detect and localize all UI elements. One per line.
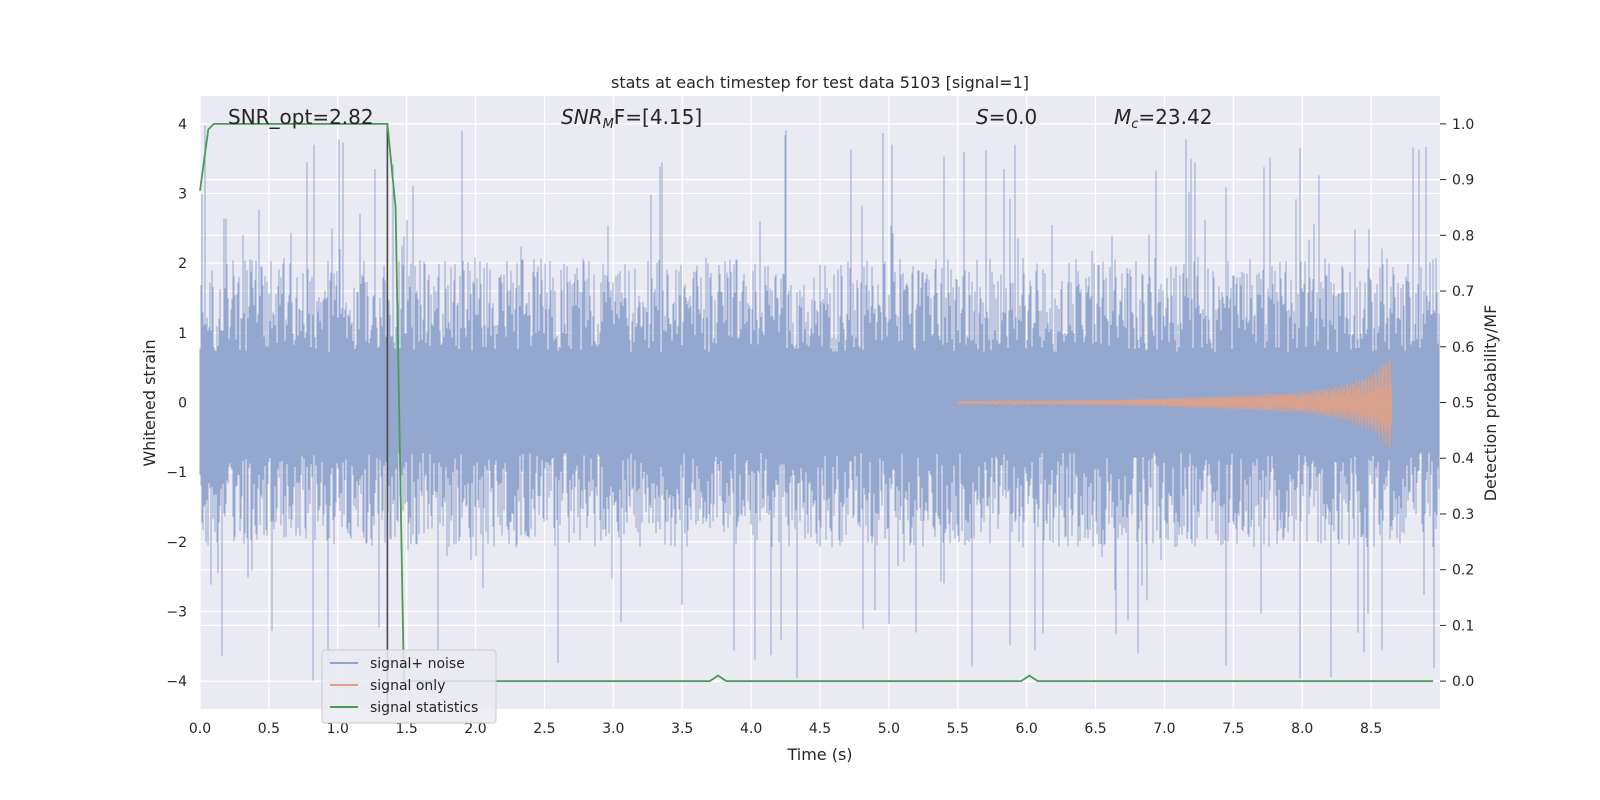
annotation-snr-opt: SNR_opt=2.82 [228,105,374,129]
y-tick-label: 3 [178,187,187,203]
annotation-mc-var: M [1114,105,1131,129]
annotation-snr-mf-value: F=[4.15] [614,105,702,129]
x-tick-label: 8.5 [1360,721,1382,737]
annotation-s-stat: S=0.0 [976,105,1037,129]
x-tick-label: 1.0 [327,721,349,737]
y-tick-label: 2 [178,256,187,272]
x-tick-label: 8.0 [1291,721,1313,737]
y-tick-label: 1 [178,326,187,342]
y2-tick-label: 0.7 [1452,284,1474,300]
annotation-snr-mf-var: SNR [561,105,603,129]
y-tick-label: −1 [166,465,187,481]
y-tick-label: 0 [178,396,187,412]
y2-tick-label: 0.6 [1452,340,1474,356]
legend-entry-signal: signal only [370,678,445,694]
x-tick-label: 4.0 [740,721,762,737]
y-tick-label: −4 [166,674,187,690]
x-tick-label: 7.5 [1222,721,1244,737]
statistics-series-line [199,123,1434,682]
legend: signal+ noise signal only signal statist… [321,649,497,724]
y2-tick-label: 0.1 [1452,618,1474,634]
y-axis-label: Whitened strain [140,339,159,466]
x-tick-label: 5.5 [947,721,969,737]
y-tick-labels: −4 −3 −2 −1 0 1 2 3 4 [166,117,187,690]
x-tick-label: 3.0 [602,721,624,737]
y2-tick-label: 0.2 [1452,563,1474,579]
y2-tick-label: 0.5 [1452,396,1474,412]
y2-tick-label: 0.3 [1452,507,1474,523]
y2-axis-label: Detection probability/MF [1481,305,1500,502]
y-tick-label: 4 [178,117,187,133]
x-tick-label: 6.0 [1016,721,1038,737]
y-tick-label: −3 [166,604,187,620]
chart-title: stats at each timestep for test data 510… [611,73,1029,92]
x-tick-label: 0.0 [189,721,211,737]
x-tick-label: 3.5 [671,721,693,737]
x-tick-label: 2.0 [464,721,486,737]
y2-tick-label: 1.0 [1452,117,1474,133]
x-tick-labels: 0.0 0.5 1.0 1.5 2.0 2.5 3.0 3.5 4.0 4.5 5.0 5.5 6.0 6… [189,721,1382,737]
x-tick-label: 1.5 [396,721,418,737]
annotation-mc: Mc=23.42 [1114,105,1212,132]
y2-tick-labels: 0.0 0.1 0.2 0.3 0.4 0.5 0.6 0.7 0.8 0.9 1.0 [1440,117,1474,690]
annotation-snr-mf: SNRMF=[4.15] [561,105,702,132]
y-tick-label: −2 [166,535,187,551]
x-tick-label: 5.0 [878,721,900,737]
noise-series [199,125,1440,681]
signal-series-line [957,357,1393,449]
signal-series [957,357,1393,449]
annotation-snr-mf-sub: M [603,117,614,132]
legend-entry-statistics: signal statistics [370,700,478,716]
x-tick-label: 2.5 [533,721,555,737]
legend-entry-noise: signal+ noise [370,656,465,672]
annotation-mc-value: =23.42 [1138,105,1212,129]
x-tick-label: 0.5 [258,721,280,737]
x-tick-label: 7.0 [1153,721,1175,737]
y2-tick-label: 0.8 [1452,228,1474,244]
y2-tick-label: 0.4 [1452,451,1474,467]
y2-tick-label: 0.0 [1452,674,1474,690]
x-tick-label: 6.5 [1084,721,1106,737]
x-axis-label: Time (s) [786,745,852,764]
noise-series-line [199,125,1440,681]
y2-tick-label: 0.9 [1452,173,1474,189]
annotation-s-stat-value: =0.0 [989,105,1038,129]
legend-box [321,649,497,724]
annotation-s-stat-var: S [976,105,989,129]
x-tick-label: 4.5 [809,721,831,737]
annotation-mc-sub: c [1131,117,1138,132]
